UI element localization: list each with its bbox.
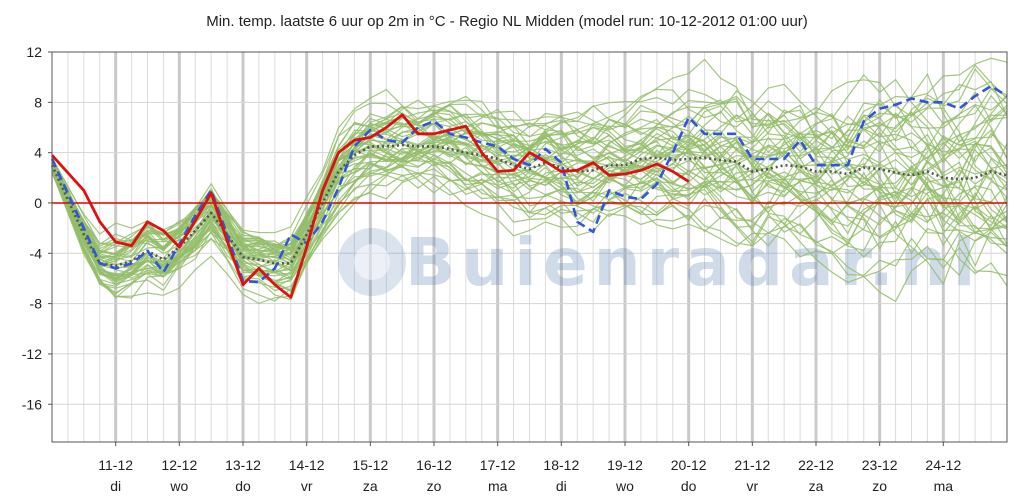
x-tick-day: wo bbox=[169, 478, 188, 494]
y-tick-label: 0 bbox=[34, 195, 42, 211]
x-tick-date: 18-12 bbox=[543, 457, 579, 473]
x-tick-date: 20-12 bbox=[671, 457, 707, 473]
y-tick-label: -12 bbox=[22, 346, 42, 362]
x-tick-day: di bbox=[110, 478, 121, 494]
series-line-ensemble-mean bbox=[50, 143, 1008, 268]
y-tick-label: 4 bbox=[34, 145, 42, 161]
x-tick-date: 11-12 bbox=[98, 457, 133, 473]
x-tick-day: wo bbox=[615, 478, 634, 494]
ensemble-member-line bbox=[51, 172, 1008, 301]
x-tick-day: do bbox=[681, 478, 697, 494]
x-axis-ticks: 11-12 di 12-12 wo 13-12 do 14-12 vr 15-12 za 16-12… bbox=[98, 442, 961, 494]
y-tick-label: 12 bbox=[26, 44, 42, 60]
ensemble-member-line bbox=[51, 148, 1008, 281]
x-tick-date: 21-12 bbox=[734, 457, 770, 473]
plot-border bbox=[51, 51, 1008, 443]
x-tick-date: 23-12 bbox=[862, 457, 898, 473]
ensemble-member-line bbox=[51, 131, 1008, 279]
main-series bbox=[50, 84, 1008, 299]
x-tick-date: 24-12 bbox=[925, 457, 961, 473]
y-axis-ticks: 12 8 4 0 -4 -8 -12 -16 bbox=[22, 44, 52, 412]
y-tick-label: -8 bbox=[30, 296, 43, 312]
x-tick-day: za bbox=[809, 478, 824, 494]
x-tick-date: 22-12 bbox=[798, 457, 834, 473]
ensemble-members bbox=[51, 57, 1008, 305]
ensemble-member-line bbox=[51, 99, 1008, 265]
x-tick-day: ma bbox=[488, 478, 508, 494]
x-tick-day: za bbox=[363, 478, 378, 494]
ensemble-member-line bbox=[51, 58, 1008, 259]
x-tick-date: 17-12 bbox=[480, 457, 516, 473]
x-tick-day: zo bbox=[427, 478, 442, 494]
x-tick-day: do bbox=[235, 478, 251, 494]
ensemble-member-line bbox=[51, 140, 1008, 291]
x-tick-day: vr bbox=[301, 478, 313, 494]
x-tick-day: vr bbox=[746, 478, 758, 494]
ensemble-member-line bbox=[51, 132, 1008, 280]
y-tick-label: 8 bbox=[34, 94, 42, 110]
watermark-text: Buienradar.nl bbox=[405, 224, 981, 301]
chart-title: Min. temp. laatste 6 uur op 2m in °C - R… bbox=[206, 13, 808, 30]
x-tick-day: zo bbox=[872, 478, 887, 494]
x-tick-date: 19-12 bbox=[607, 457, 643, 473]
x-tick-date: 15-12 bbox=[352, 457, 388, 473]
ensemble-member-line bbox=[51, 155, 1008, 302]
watermark-logo bbox=[338, 228, 406, 296]
ensemble-member-line bbox=[51, 150, 1008, 287]
plot-frame bbox=[51, 51, 1008, 443]
ensemble-member-line bbox=[51, 94, 1008, 255]
ensemble-member-line bbox=[51, 162, 1008, 305]
x-tick-date: 14-12 bbox=[289, 457, 325, 473]
x-tick-date: 16-12 bbox=[416, 457, 452, 473]
y-tick-label: -4 bbox=[30, 245, 43, 261]
x-tick-day: ma bbox=[934, 478, 954, 494]
y-tick-label: -16 bbox=[22, 396, 42, 412]
watermark-logo-shape bbox=[354, 244, 390, 280]
x-tick-date: 12-12 bbox=[161, 457, 197, 473]
x-tick-date: 13-12 bbox=[225, 457, 261, 473]
ensemble-member-line bbox=[51, 73, 1008, 255]
ensemble-member-line bbox=[51, 165, 1008, 299]
series-line-observed bbox=[50, 113, 690, 299]
x-tick-day: di bbox=[556, 478, 567, 494]
